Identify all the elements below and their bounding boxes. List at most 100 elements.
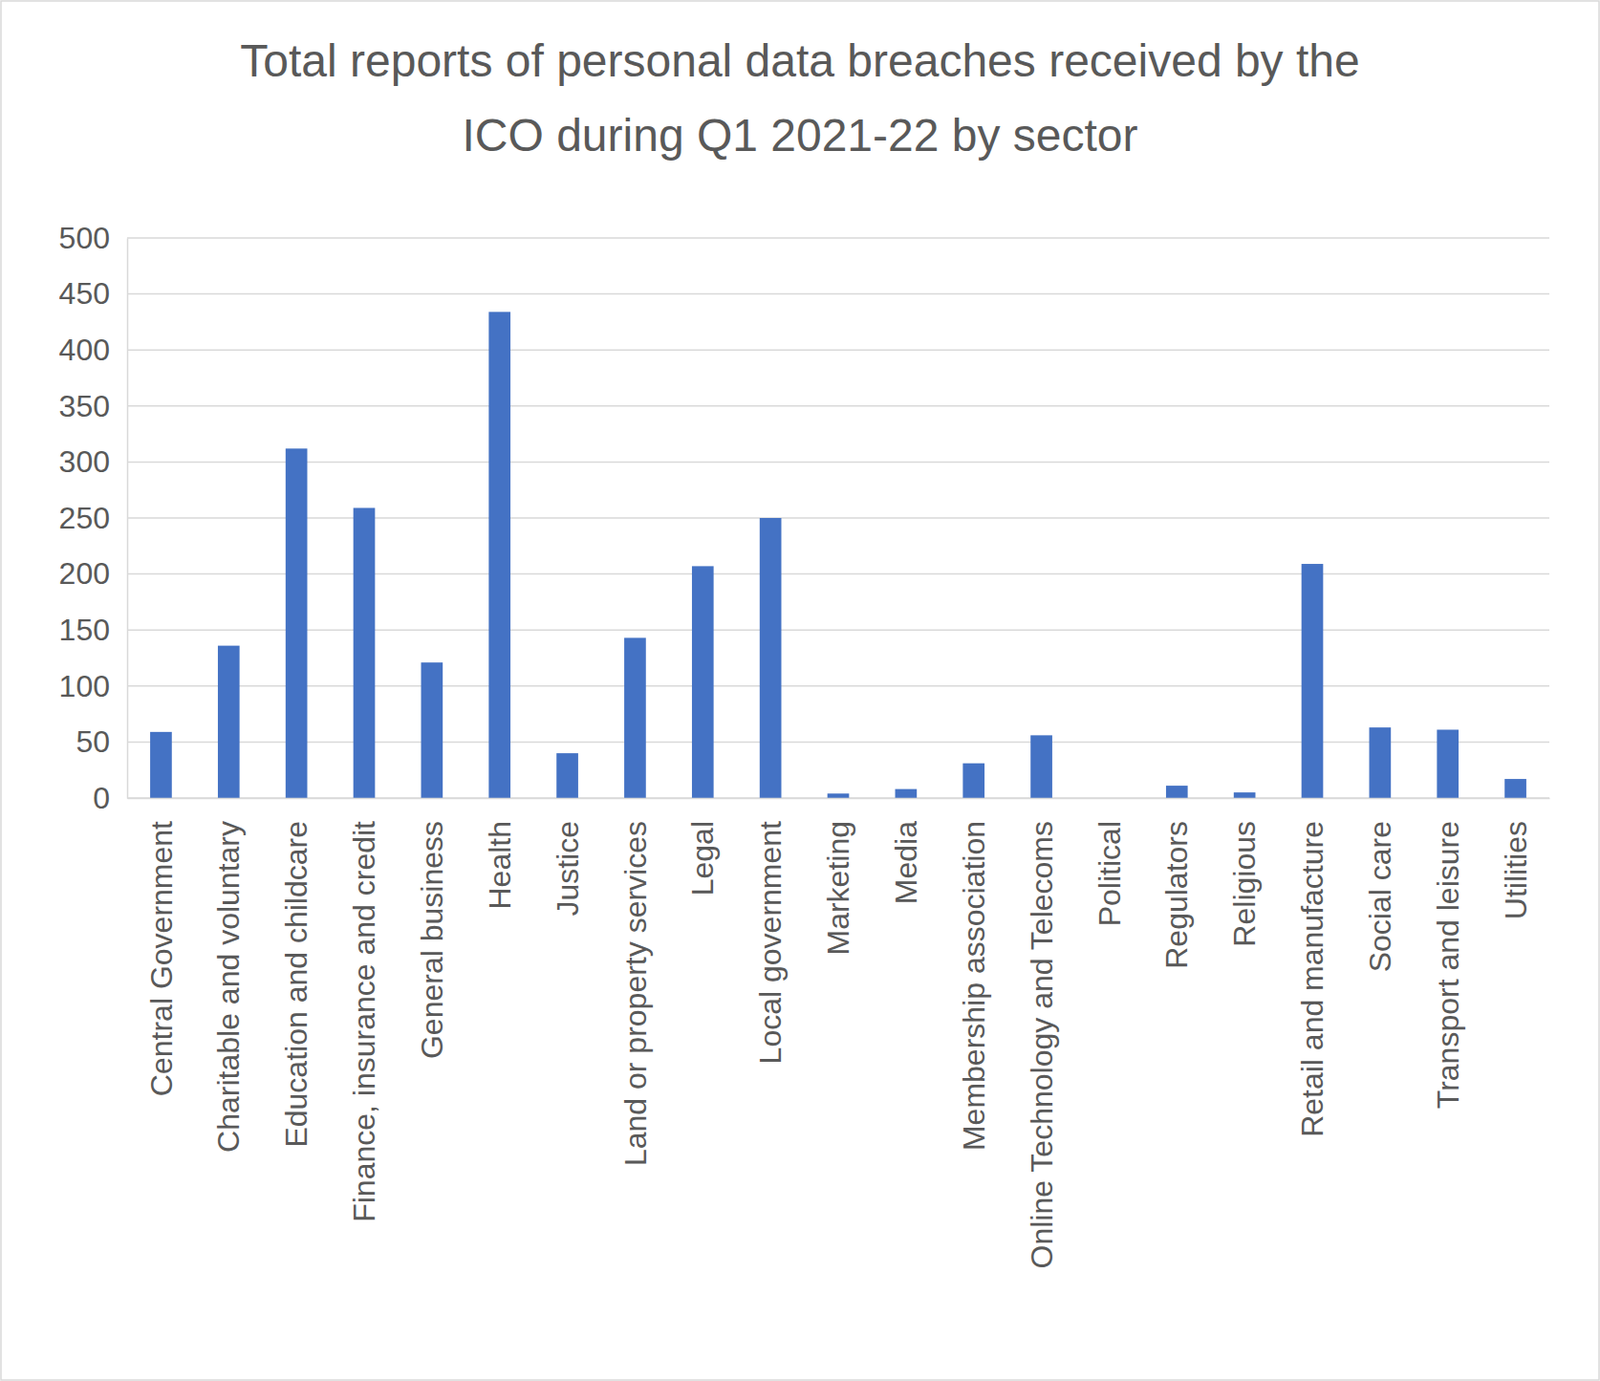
bar: [1436, 730, 1459, 799]
y-tick-label: 500: [59, 220, 110, 256]
y-tick: 250: [59, 500, 128, 536]
x-axis: Central Government Charitable and volunta…: [128, 798, 1551, 1269]
x-tick-label: Land or property services: [618, 821, 653, 1167]
bar: [691, 565, 714, 799]
x-tick: Social care: [1362, 798, 1398, 973]
y-tick-label: 300: [59, 444, 110, 479]
x-tick-label: Health: [482, 821, 518, 910]
x-tick-label: Legal: [685, 821, 720, 896]
grid-line: [127, 293, 1550, 296]
bar: [1301, 563, 1324, 799]
bar: [285, 448, 308, 799]
title-line: Total reports of personal data breaches …: [239, 35, 1360, 87]
bar: [1166, 785, 1189, 799]
x-tick: Utilities: [1498, 798, 1534, 920]
x-tick-label: Education and childcare: [279, 821, 314, 1148]
x-tick: Local government: [753, 798, 788, 1064]
y-tick: 150: [59, 612, 128, 648]
x-tick-label: Religious: [1227, 821, 1262, 948]
chart-frame: [0, 0, 1600, 1381]
title-line: ICO during Q1 2021-22 by sector: [461, 109, 1138, 161]
x-tick: Health: [482, 798, 518, 910]
x-tick-label: Charitable and voluntary: [211, 821, 246, 1153]
grid-line: [127, 741, 1550, 744]
y-tick-label: 250: [59, 500, 110, 536]
bar: [1369, 727, 1392, 799]
y-tick-label: 450: [59, 276, 110, 311]
y-tick-label: 50: [75, 724, 110, 759]
x-tick: Finance, insurance and credit: [346, 798, 382, 1223]
bar: [827, 793, 850, 799]
x-tick: Political: [1092, 798, 1127, 927]
bar: [556, 753, 579, 799]
bar: [1030, 735, 1053, 799]
grid-line: [127, 405, 1550, 408]
bar: [488, 311, 511, 799]
bar: [624, 637, 647, 799]
x-tick-label: Finance, insurance and credit: [346, 821, 382, 1223]
grid-line: [127, 573, 1550, 576]
x-tick-label: Media: [888, 821, 924, 905]
y-axis: 0 50 100 150 200 250 300 350 400 450 500: [59, 220, 129, 816]
y-tick-label: 0: [92, 780, 110, 816]
x-tick: Online Technology and Telecoms: [1024, 798, 1060, 1269]
x-tick: Regulators: [1159, 798, 1194, 970]
bar: [962, 763, 985, 799]
x-tick-label: Membership association: [956, 821, 992, 1151]
x-tick-label: Justice: [550, 821, 585, 917]
x-tick-label: Regulators: [1159, 821, 1194, 970]
x-tick-label: Central Government: [144, 821, 179, 1097]
y-tick: 100: [59, 669, 128, 704]
y-tick-label: 200: [59, 556, 110, 591]
bar: [150, 732, 173, 799]
bar: [895, 789, 918, 799]
bars: [150, 311, 1527, 799]
y-axis-line: [127, 238, 130, 800]
x-tick-label: Political: [1092, 821, 1127, 927]
grid-line: [127, 237, 1550, 239]
x-tick: Land or property services: [618, 798, 653, 1167]
grid-line: [127, 348, 1550, 351]
x-tick: Justice: [550, 798, 585, 917]
x-tick-label: Social care: [1362, 821, 1398, 973]
y-tick-label: 400: [59, 332, 110, 368]
y-tick: 0: [92, 780, 128, 816]
grid-line: [127, 461, 1550, 464]
grid-line: [127, 517, 1550, 519]
bar: [1233, 792, 1256, 799]
x-tick-label: Marketing: [821, 821, 856, 956]
x-tick: Transport and leisure: [1430, 798, 1466, 1109]
grid-line: [127, 628, 1550, 631]
x-tick: Membership association: [956, 798, 992, 1151]
y-tick: 400: [59, 332, 128, 368]
x-tick: Media: [888, 798, 924, 905]
x-tick: Legal: [685, 798, 720, 896]
x-tick-label: Utilities: [1498, 821, 1534, 920]
x-tick-label: Retail and manufacture: [1295, 821, 1330, 1138]
y-tick: 450: [59, 276, 128, 311]
y-tick: 200: [59, 556, 128, 591]
y-tick: 350: [59, 389, 128, 424]
x-tick: General business: [414, 798, 450, 1060]
bar: [421, 662, 444, 799]
chart: Total reports of personal data breaches …: [0, 0, 1600, 1381]
x-tick-label: General business: [414, 821, 450, 1060]
x-tick-label: Transport and leisure: [1430, 821, 1466, 1109]
x-tick-label: Local government: [753, 821, 788, 1064]
title: Total reports of personal data breaches …: [239, 35, 1360, 161]
x-tick-label: Online Technology and Telecoms: [1024, 821, 1060, 1269]
y-tick-label: 350: [59, 389, 110, 424]
x-tick: Marketing: [821, 798, 856, 956]
x-tick: Retail and manufacture: [1295, 798, 1330, 1138]
x-tick: Religious: [1227, 798, 1262, 948]
y-tick: 50: [75, 724, 128, 759]
bar: [217, 646, 240, 799]
y-tick-label: 150: [59, 612, 110, 648]
x-tick: Central Government: [144, 798, 179, 1097]
x-axis-line: [128, 798, 1551, 800]
plot: 0 50 100 150 200 250 300 350 400 450 500 Central Go…: [59, 220, 1551, 1270]
grid: [127, 237, 1550, 799]
bar: [353, 507, 376, 799]
x-tick: Education and childcare: [279, 798, 314, 1148]
y-tick: 300: [59, 444, 128, 479]
